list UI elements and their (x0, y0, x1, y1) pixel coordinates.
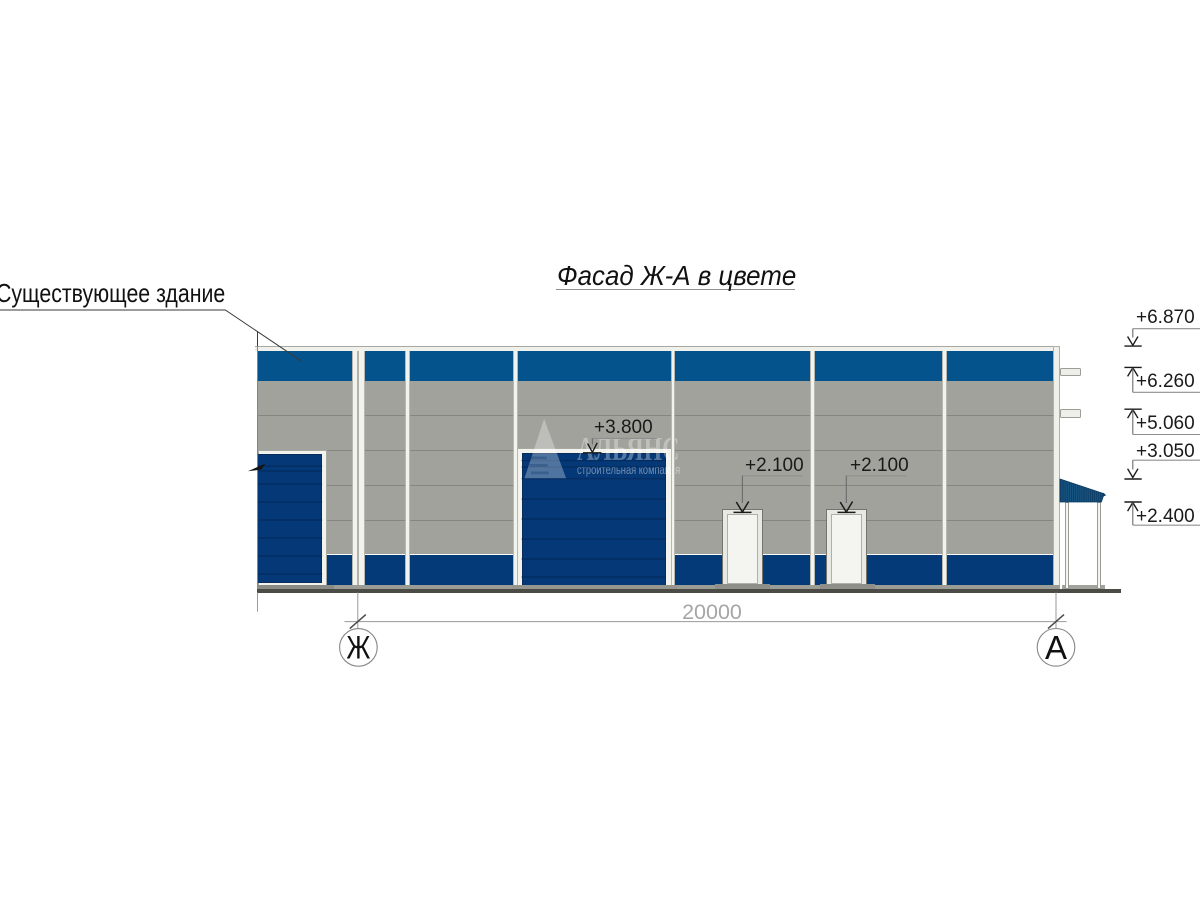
svg-text:Ж: Ж (346, 630, 370, 666)
svg-text:А: А (1045, 629, 1067, 666)
